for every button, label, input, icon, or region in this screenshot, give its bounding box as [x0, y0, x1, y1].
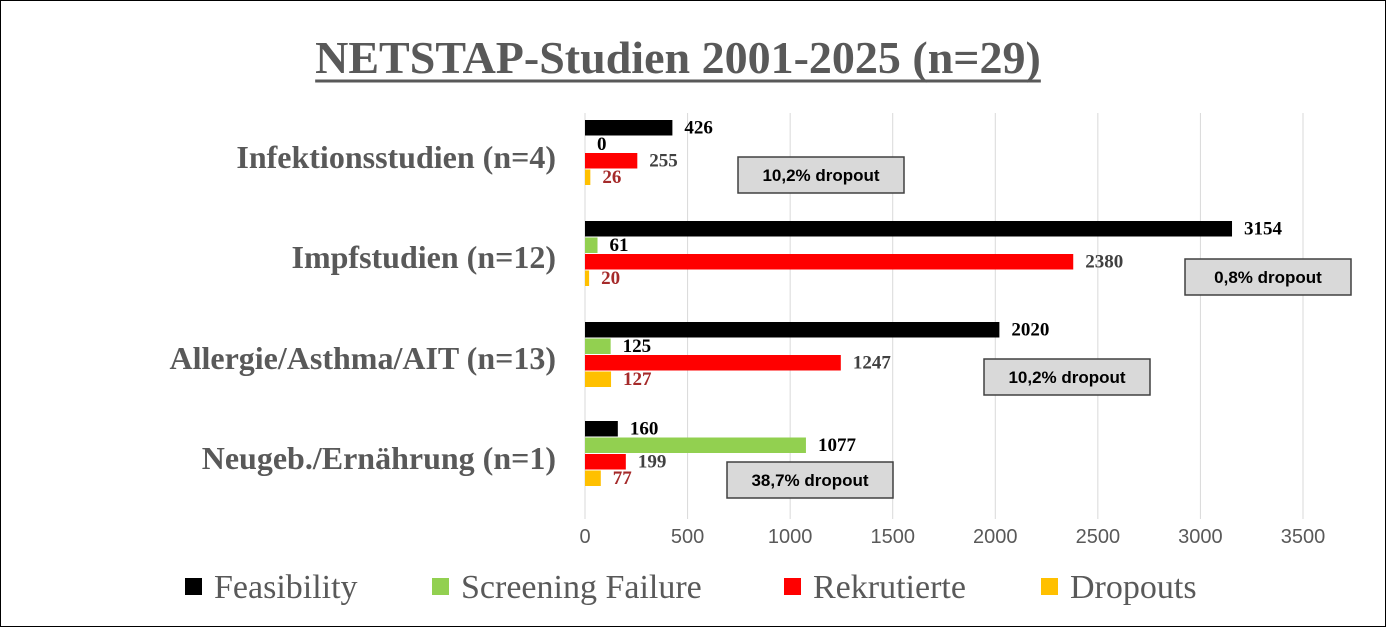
x-tick-label: 3500: [1281, 526, 1326, 548]
data-label: 1077: [818, 435, 857, 456]
bar-rekrutierte: [585, 355, 841, 371]
bar-dropouts: [585, 470, 601, 486]
data-label: 255: [649, 151, 678, 172]
data-label: 26: [602, 167, 621, 188]
bar-dropouts: [585, 169, 591, 185]
svg-text:38,7% dropout: 38,7% dropout: [751, 471, 868, 490]
x-tick-label: 3000: [1178, 526, 1223, 548]
dropout-annotation: 10,2% dropout: [737, 156, 905, 194]
data-label: 3154: [1244, 219, 1283, 240]
data-label: 20: [601, 268, 620, 289]
svg-text:0,8% dropout: 0,8% dropout: [1214, 268, 1322, 287]
data-label: 199: [638, 452, 667, 473]
x-tick-label: 500: [671, 526, 704, 548]
legend-item: Rekrutierte: [784, 569, 966, 606]
dropout-annotation: 10,2% dropout: [983, 358, 1151, 396]
svg-text:10,2% dropout: 10,2% dropout: [1008, 368, 1125, 387]
bar-screening-failure: [585, 437, 806, 453]
x-tick-label: 2500: [1076, 526, 1121, 548]
x-tick-label: 1500: [870, 526, 915, 548]
category-label: Allergie/Asthma/AIT (n=13): [169, 340, 556, 376]
data-label: 2020: [1011, 320, 1049, 341]
bar-rekrutierte: [585, 254, 1074, 270]
svg-text:10,2% dropout: 10,2% dropout: [762, 166, 879, 185]
data-label: 160: [630, 419, 659, 440]
bar-feasibility: [585, 221, 1233, 237]
bar-dropouts: [585, 371, 612, 387]
data-label: 0: [597, 134, 607, 155]
category-label: Neugeb./Ernährung (n=1): [202, 440, 556, 476]
bar-screening-failure: [585, 338, 611, 354]
bar-screening-failure: [585, 237, 598, 253]
data-label: 61: [610, 235, 629, 256]
svg-text:Screening Failure: Screening Failure: [461, 569, 702, 606]
x-tick-label: 2000: [973, 526, 1018, 548]
x-tick-label: 0: [579, 526, 590, 548]
data-label: 125: [623, 336, 652, 357]
bar-rekrutierte: [585, 153, 638, 169]
bar-rekrutierte: [585, 454, 626, 470]
dropout-annotation: 38,7% dropout: [726, 461, 894, 499]
dropout-annotation: 0,8% dropout: [1184, 258, 1352, 296]
bar-feasibility: [585, 120, 673, 136]
data-label: 2380: [1085, 252, 1123, 273]
x-tick-label: 1000: [768, 526, 813, 548]
legend-item: Dropouts: [1041, 569, 1197, 606]
category-label: Impfstudien (n=12): [292, 239, 557, 275]
legend-item: Screening Failure: [432, 569, 702, 606]
svg-text:Dropouts: Dropouts: [1070, 569, 1197, 606]
bar-feasibility: [585, 322, 1000, 338]
category-label: Infektionsstudien (n=4): [236, 139, 556, 175]
chart-title: NETSTAP-Studien 2001-2025 (n=29): [315, 32, 1041, 83]
data-label: 426: [684, 118, 713, 139]
svg-text:Feasibility: Feasibility: [214, 569, 358, 606]
bar-dropouts: [585, 270, 590, 286]
data-label: 127: [623, 369, 652, 390]
data-label: 1247: [853, 353, 892, 374]
legend-item: Feasibility: [185, 569, 358, 606]
data-label: 77: [613, 468, 633, 489]
svg-text:Rekrutierte: Rekrutierte: [813, 569, 966, 606]
bar-feasibility: [585, 421, 618, 437]
